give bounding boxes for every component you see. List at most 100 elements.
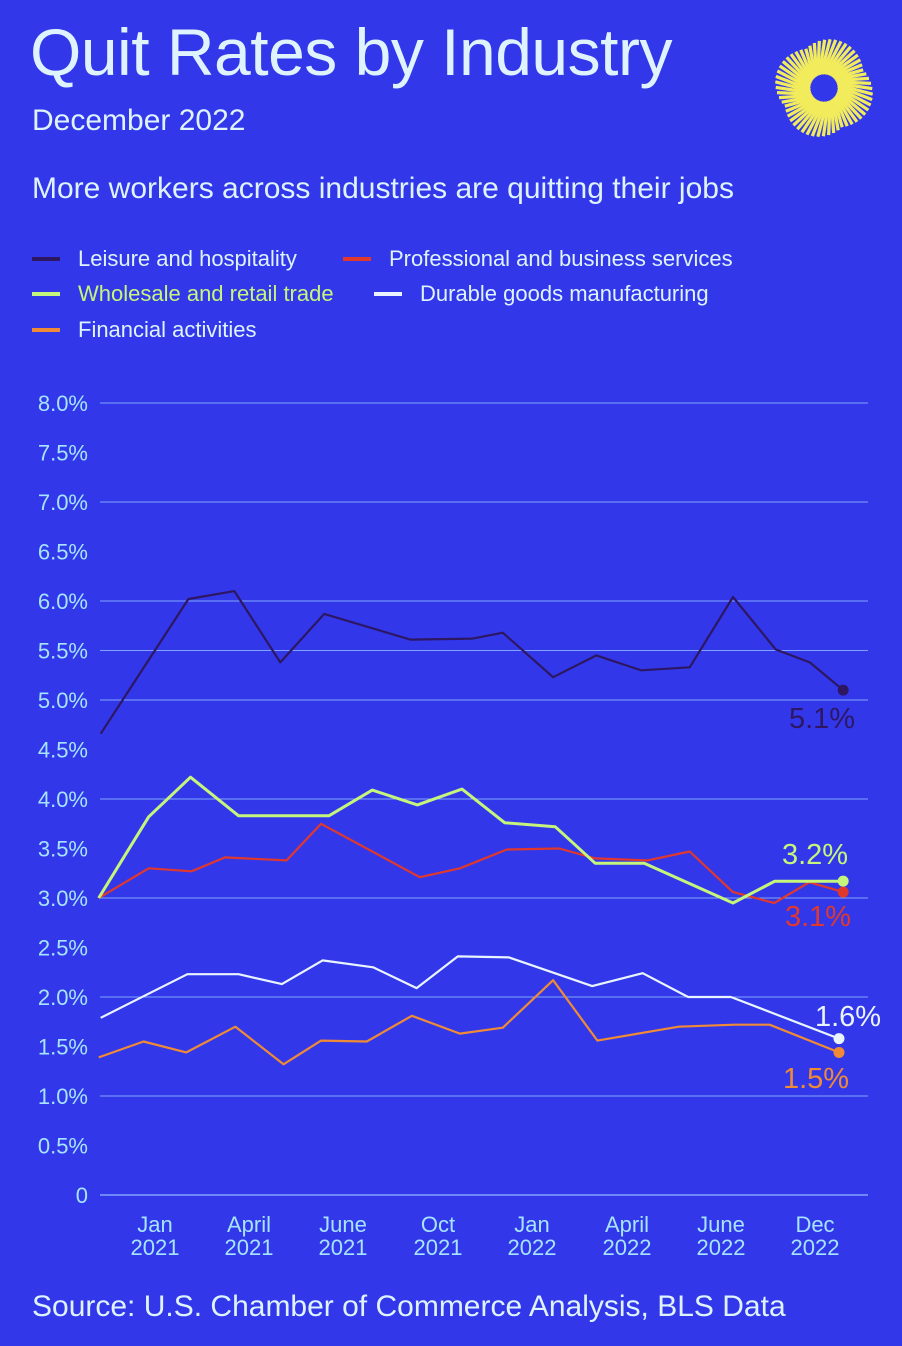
logo-ray (776, 91, 812, 96)
logo-ray (775, 74, 811, 92)
x-tick-label-year: 2022 (791, 1235, 840, 1260)
logo-ray (784, 96, 815, 108)
y-tick-label: 1.0% (38, 1084, 88, 1109)
logo-ray (785, 56, 812, 85)
logo-ray (785, 97, 816, 113)
logo-ray (829, 99, 836, 134)
series-line-2 (97, 775, 844, 905)
y-tick-label: 2.5% (38, 936, 88, 961)
logo-ray (819, 38, 832, 75)
logo-ray (781, 60, 812, 87)
logo-ray (781, 95, 814, 104)
x-tick-label-year: 2022 (603, 1235, 652, 1260)
logo-ray (830, 58, 862, 78)
legend-swatch (343, 257, 371, 261)
logo-ray (796, 100, 823, 131)
logo-ray (836, 89, 867, 116)
end-value-label: 5.1% (789, 703, 855, 735)
logo-ray (835, 93, 859, 123)
logo-ray (778, 93, 813, 100)
logo-ray (810, 101, 828, 137)
x-tick-label-month: Jan (137, 1212, 172, 1237)
sunburst-logo-icon (774, 38, 874, 138)
logo-ray (816, 40, 821, 76)
chart-tagline: More workers across industries are quitt… (32, 172, 734, 205)
logo-ray (829, 53, 859, 77)
legend-swatch (32, 292, 60, 296)
y-tick-label: 0 (76, 1183, 88, 1208)
x-tick-label-year: 2021 (319, 1235, 368, 1260)
x-tick-label-month: June (697, 1212, 745, 1237)
y-tick-label: 5.5% (38, 639, 88, 664)
logo-ray (837, 83, 874, 96)
legend-label: Leisure and hospitality (78, 246, 297, 271)
logo-ray (833, 68, 864, 80)
legend-label: Professional and business services (389, 246, 733, 271)
logo-ray (789, 99, 819, 123)
logo-ray (837, 81, 873, 91)
y-tick-label: 8.0% (38, 391, 88, 416)
y-tick-label: 2.0% (38, 985, 88, 1010)
series-end-dot (837, 875, 849, 887)
logo-ray (778, 64, 811, 88)
y-tick-label: 1.5% (38, 1035, 88, 1060)
logo-ray (821, 101, 831, 137)
series-line-4 (98, 979, 840, 1066)
page-title: Quit Rates by Industry (30, 15, 672, 89)
logo-ray (834, 72, 867, 81)
x-tick-label-month: Jan (514, 1212, 549, 1237)
logo-ray (822, 40, 843, 75)
series-end-dot (833, 1046, 845, 1058)
end-value-label: 3.2% (782, 839, 848, 871)
y-tick-label: 4.5% (38, 738, 88, 763)
logo-ray (816, 101, 829, 138)
logo-ray (825, 45, 852, 76)
logo-ray (805, 101, 826, 136)
logo-ray (832, 63, 863, 79)
legend-item-durable: Durable goods manufacturing (374, 281, 709, 307)
legend-swatch (32, 328, 60, 332)
y-tick-label: 5.0% (38, 688, 88, 713)
end-value-label: 1.6% (815, 1001, 881, 1033)
y-tick-label: 3.5% (38, 837, 88, 862)
logo-ray (775, 85, 811, 95)
x-tick-label-year: 2021 (131, 1235, 180, 1260)
logo-ray (774, 80, 811, 93)
legend-item-leisure: Leisure and hospitality (32, 246, 297, 272)
y-tick-label: 7.5% (38, 441, 88, 466)
logo-ray (836, 91, 863, 120)
series-line-3 (100, 955, 840, 1040)
legend-item-financial: Financial activities (32, 317, 257, 343)
logo-ray (827, 100, 832, 136)
logo-ray (836, 80, 872, 85)
legend-swatch (374, 292, 402, 296)
x-tick-label-year: 2021 (414, 1235, 463, 1260)
series-end-dot (837, 684, 849, 696)
source-note: Source: U.S. Chamber of Commerce Analysi… (32, 1290, 786, 1323)
logo-ray (800, 101, 824, 134)
logo-ray (837, 84, 873, 102)
series-line-0 (99, 589, 844, 735)
logo-ray (820, 39, 838, 75)
logo-ray (832, 97, 844, 128)
series-end-dot (833, 1033, 845, 1045)
logo-ray (804, 48, 816, 79)
logo-ray (833, 96, 849, 127)
logo-ray (799, 49, 815, 80)
x-tick-label-month: June (319, 1212, 367, 1237)
logo-ray (831, 98, 840, 131)
x-tick-label-month: April (227, 1212, 271, 1237)
logo-ray (808, 45, 817, 78)
y-tick-label: 3.0% (38, 886, 88, 911)
x-tick-label-year: 2022 (508, 1235, 557, 1260)
logo-ray (837, 88, 870, 112)
x-tick-label-month: April (605, 1212, 649, 1237)
legend-item-wholesale: Wholesale and retail trade (32, 281, 334, 307)
y-tick-label: 4.0% (38, 787, 88, 812)
y-tick-label: 0.5% (38, 1134, 88, 1159)
logo-ray (812, 42, 819, 77)
logo-ray (834, 94, 854, 126)
legend-item-professional: Professional and business services (343, 246, 733, 272)
logo-ray (837, 86, 872, 107)
